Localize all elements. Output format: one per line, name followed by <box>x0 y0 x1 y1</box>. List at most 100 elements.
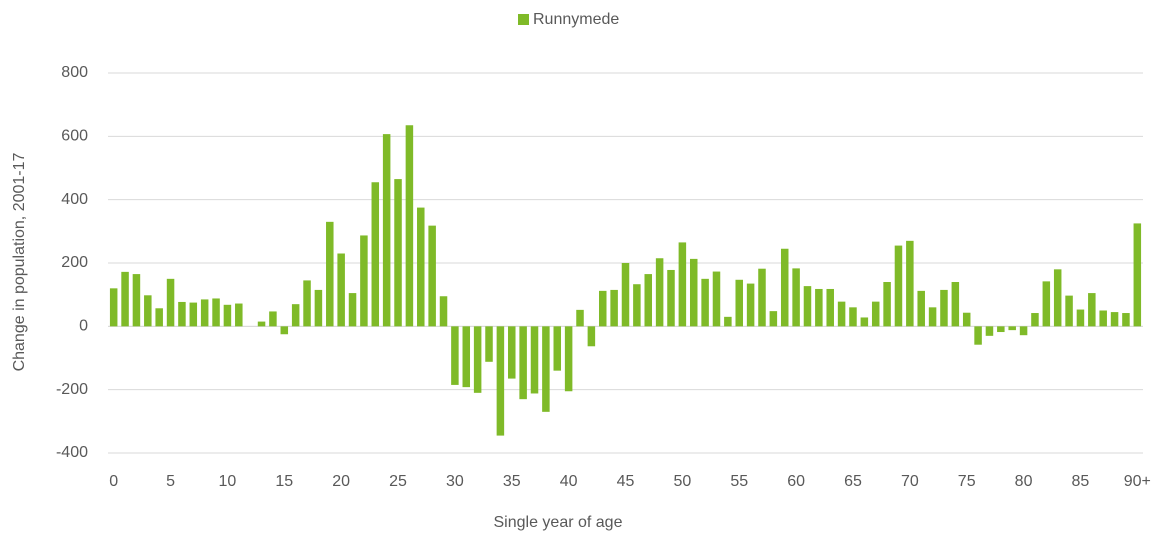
bar <box>326 221 334 327</box>
bar <box>769 311 778 327</box>
bar <box>576 309 584 327</box>
x-tick-label: 65 <box>844 473 862 490</box>
x-tick-label: 25 <box>389 473 407 490</box>
bar <box>951 282 960 327</box>
bar <box>712 271 721 327</box>
bar <box>701 278 709 327</box>
bar <box>314 289 323 327</box>
bar <box>803 286 812 327</box>
bar <box>223 304 232 327</box>
bar <box>109 288 118 327</box>
bar <box>1122 313 1130 327</box>
bar <box>871 301 880 327</box>
bar <box>508 326 516 379</box>
bar <box>451 326 459 385</box>
bar <box>928 307 937 327</box>
bar <box>655 258 664 327</box>
bar <box>1031 313 1039 327</box>
bar <box>587 326 596 347</box>
bar <box>1099 310 1107 327</box>
bar <box>678 242 687 327</box>
legend-swatch <box>518 14 529 25</box>
bar <box>496 326 505 436</box>
x-tick-label: 50 <box>673 473 691 490</box>
bar <box>1088 293 1096 327</box>
bar <box>212 298 220 327</box>
bar <box>633 284 641 327</box>
bar <box>883 282 891 327</box>
bar <box>1110 312 1119 327</box>
bar <box>132 274 141 327</box>
y-tick-label: 400 <box>61 191 88 208</box>
bar <box>1053 269 1062 327</box>
bar <box>917 290 925 327</box>
bar <box>735 279 743 327</box>
bar <box>382 134 391 327</box>
bar <box>621 263 630 327</box>
x-tick-label: 75 <box>958 473 976 490</box>
bar <box>962 312 971 327</box>
bar <box>121 271 129 327</box>
x-tick-label: 70 <box>901 473 919 490</box>
bar <box>849 307 857 327</box>
bar <box>257 321 266 327</box>
bar <box>985 326 994 336</box>
bar <box>178 301 186 327</box>
bar <box>371 182 380 327</box>
x-tick-label: 60 <box>787 473 805 490</box>
bar <box>792 268 800 327</box>
bar <box>553 326 562 371</box>
bar <box>564 326 573 392</box>
y-tick-label: -400 <box>56 444 88 461</box>
bar <box>280 326 289 335</box>
bar <box>155 308 163 327</box>
x-tick-label: 40 <box>560 473 578 490</box>
y-tick-label: 200 <box>61 254 88 271</box>
x-tick-label: 30 <box>446 473 464 490</box>
bar <box>894 245 903 327</box>
bar <box>1008 326 1016 331</box>
x-tick-label: 80 <box>1015 473 1033 490</box>
x-tick-label: 15 <box>275 473 293 490</box>
bar <box>724 316 732 327</box>
bar <box>1133 223 1142 327</box>
bar <box>689 258 698 327</box>
bar <box>1065 295 1073 327</box>
bar <box>598 290 607 327</box>
bar <box>439 296 448 327</box>
bar <box>269 311 277 327</box>
bar <box>940 289 948 327</box>
bar <box>542 326 550 412</box>
bar <box>610 289 618 327</box>
bar <box>394 179 402 327</box>
bar <box>235 303 243 327</box>
bar <box>1019 326 1028 336</box>
bar <box>530 326 539 394</box>
bar <box>826 288 834 327</box>
bar <box>428 225 436 327</box>
bar <box>417 207 425 327</box>
y-tick-label: 600 <box>61 128 88 145</box>
bar <box>360 235 368 327</box>
bar <box>462 326 471 388</box>
y-tick-label: 800 <box>61 64 88 81</box>
bar <box>485 326 493 362</box>
y-tick-label: -200 <box>56 381 88 398</box>
bar <box>906 240 914 327</box>
bar <box>780 248 789 327</box>
bar <box>303 280 311 327</box>
x-tick-label: 5 <box>166 473 175 490</box>
x-tick-label: 10 <box>219 473 237 490</box>
bar <box>837 301 846 327</box>
bar <box>200 299 209 327</box>
bar <box>405 125 414 327</box>
x-tick-label: 35 <box>503 473 521 490</box>
x-tick-label: 0 <box>109 473 118 490</box>
bar <box>144 295 152 327</box>
x-axis-title: Single year of age <box>494 514 623 531</box>
bar <box>746 283 755 327</box>
bar <box>519 326 527 400</box>
bar <box>1042 281 1051 327</box>
bar <box>166 278 175 327</box>
